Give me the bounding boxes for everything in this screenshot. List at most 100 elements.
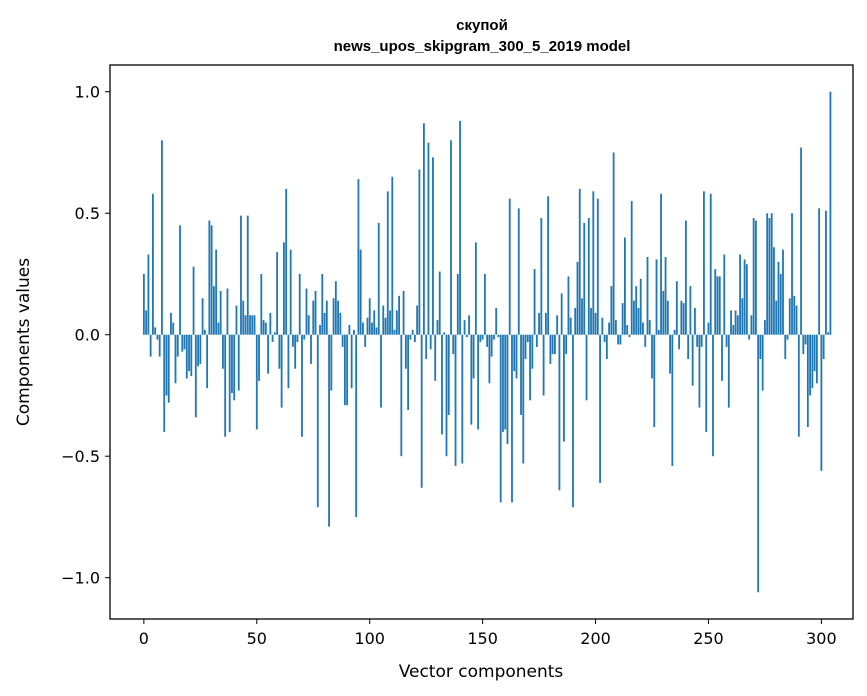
bar-95 xyxy=(357,179,360,335)
bar-234 xyxy=(671,334,674,466)
bar-235 xyxy=(673,329,676,335)
bar-152 xyxy=(486,334,489,347)
bar-96 xyxy=(359,249,362,335)
bar-227 xyxy=(655,259,658,335)
bar-194 xyxy=(581,298,583,335)
bar-150 xyxy=(481,334,484,340)
bar-304 xyxy=(829,91,832,335)
bar-104 xyxy=(377,222,380,335)
bar-212 xyxy=(621,303,624,335)
bar-268 xyxy=(748,334,751,340)
bar-242 xyxy=(689,286,692,335)
bar-17 xyxy=(181,334,184,352)
bar-13 xyxy=(172,322,175,335)
bar-series xyxy=(142,91,832,593)
bar-122 xyxy=(418,169,421,335)
bar-120 xyxy=(413,334,416,342)
bar-170 xyxy=(526,334,529,342)
bar-276 xyxy=(766,213,769,335)
y-tick-label: 0.0 xyxy=(75,326,100,345)
bar-12 xyxy=(170,312,172,335)
bar-285 xyxy=(786,334,789,340)
bar-134 xyxy=(445,334,448,457)
bar-218 xyxy=(635,286,638,335)
bar-261 xyxy=(732,324,735,335)
bar-74 xyxy=(310,334,312,364)
bar-219 xyxy=(637,307,640,335)
bar-269 xyxy=(750,315,753,335)
bar-201 xyxy=(596,198,599,335)
bar-60 xyxy=(278,334,281,369)
bar-206 xyxy=(608,322,610,335)
bar-225 xyxy=(651,334,653,379)
bar-61 xyxy=(280,334,283,408)
bar-135 xyxy=(447,334,450,415)
bar-63 xyxy=(285,188,288,335)
bar-10 xyxy=(165,334,168,396)
bar-266 xyxy=(743,259,746,335)
bar-259 xyxy=(727,334,730,408)
bar-162 xyxy=(508,198,511,335)
bar-89 xyxy=(343,334,346,406)
bar-167 xyxy=(520,334,522,415)
bar-187 xyxy=(565,334,568,355)
bar-192 xyxy=(576,261,579,335)
x-tick-label: 100 xyxy=(354,629,385,648)
bar-69 xyxy=(298,273,301,335)
bar-263 xyxy=(736,315,739,335)
bar-253 xyxy=(714,269,717,335)
bar-59 xyxy=(276,252,279,335)
bar-271 xyxy=(754,220,757,335)
bar-9 xyxy=(163,334,166,432)
bar-67 xyxy=(294,334,297,369)
bar-37 xyxy=(226,288,229,335)
bar-160 xyxy=(504,334,507,430)
bar-215 xyxy=(628,334,631,338)
bar-25 xyxy=(199,334,202,364)
bar-245 xyxy=(696,334,699,347)
bar-47 xyxy=(249,315,251,335)
bar-149 xyxy=(479,334,482,342)
bar-240 xyxy=(684,220,687,335)
bar-117 xyxy=(407,334,410,411)
x-tick-label: 200 xyxy=(580,629,611,648)
bar-133 xyxy=(443,332,446,335)
bar-29 xyxy=(208,220,211,335)
bar-270 xyxy=(752,218,755,335)
bar-85 xyxy=(334,281,337,335)
bar-277 xyxy=(768,218,771,335)
bar-58 xyxy=(273,332,276,335)
bar-27 xyxy=(203,329,206,335)
bar-200 xyxy=(594,312,597,335)
bar-217 xyxy=(633,300,635,335)
bar-0 xyxy=(142,273,145,335)
bar-156 xyxy=(495,307,498,335)
bar-34 xyxy=(219,290,222,335)
bar-148 xyxy=(477,334,480,430)
bar-94 xyxy=(355,334,358,517)
bar-153 xyxy=(488,334,491,384)
bar-80 xyxy=(323,312,326,335)
bar-83 xyxy=(330,334,333,391)
bar-209 xyxy=(614,320,617,335)
bar-177 xyxy=(542,334,545,396)
bar-125 xyxy=(425,334,428,360)
bar-297 xyxy=(813,334,816,372)
bar-121 xyxy=(416,305,419,335)
bar-21 xyxy=(190,334,193,377)
bar-18 xyxy=(183,334,186,350)
plot-frame xyxy=(109,64,854,620)
bar-53 xyxy=(262,320,265,335)
bar-267 xyxy=(745,264,748,335)
bar-112 xyxy=(395,310,398,335)
bar-54 xyxy=(264,322,267,335)
bar-216 xyxy=(630,201,633,335)
bar-19 xyxy=(185,334,188,379)
bar-23 xyxy=(194,334,197,418)
bar-273 xyxy=(759,334,762,360)
bar-46 xyxy=(246,215,249,335)
bar-248 xyxy=(703,191,705,335)
bar-99 xyxy=(366,317,369,335)
bar-208 xyxy=(612,152,615,335)
bar-205 xyxy=(605,334,608,360)
